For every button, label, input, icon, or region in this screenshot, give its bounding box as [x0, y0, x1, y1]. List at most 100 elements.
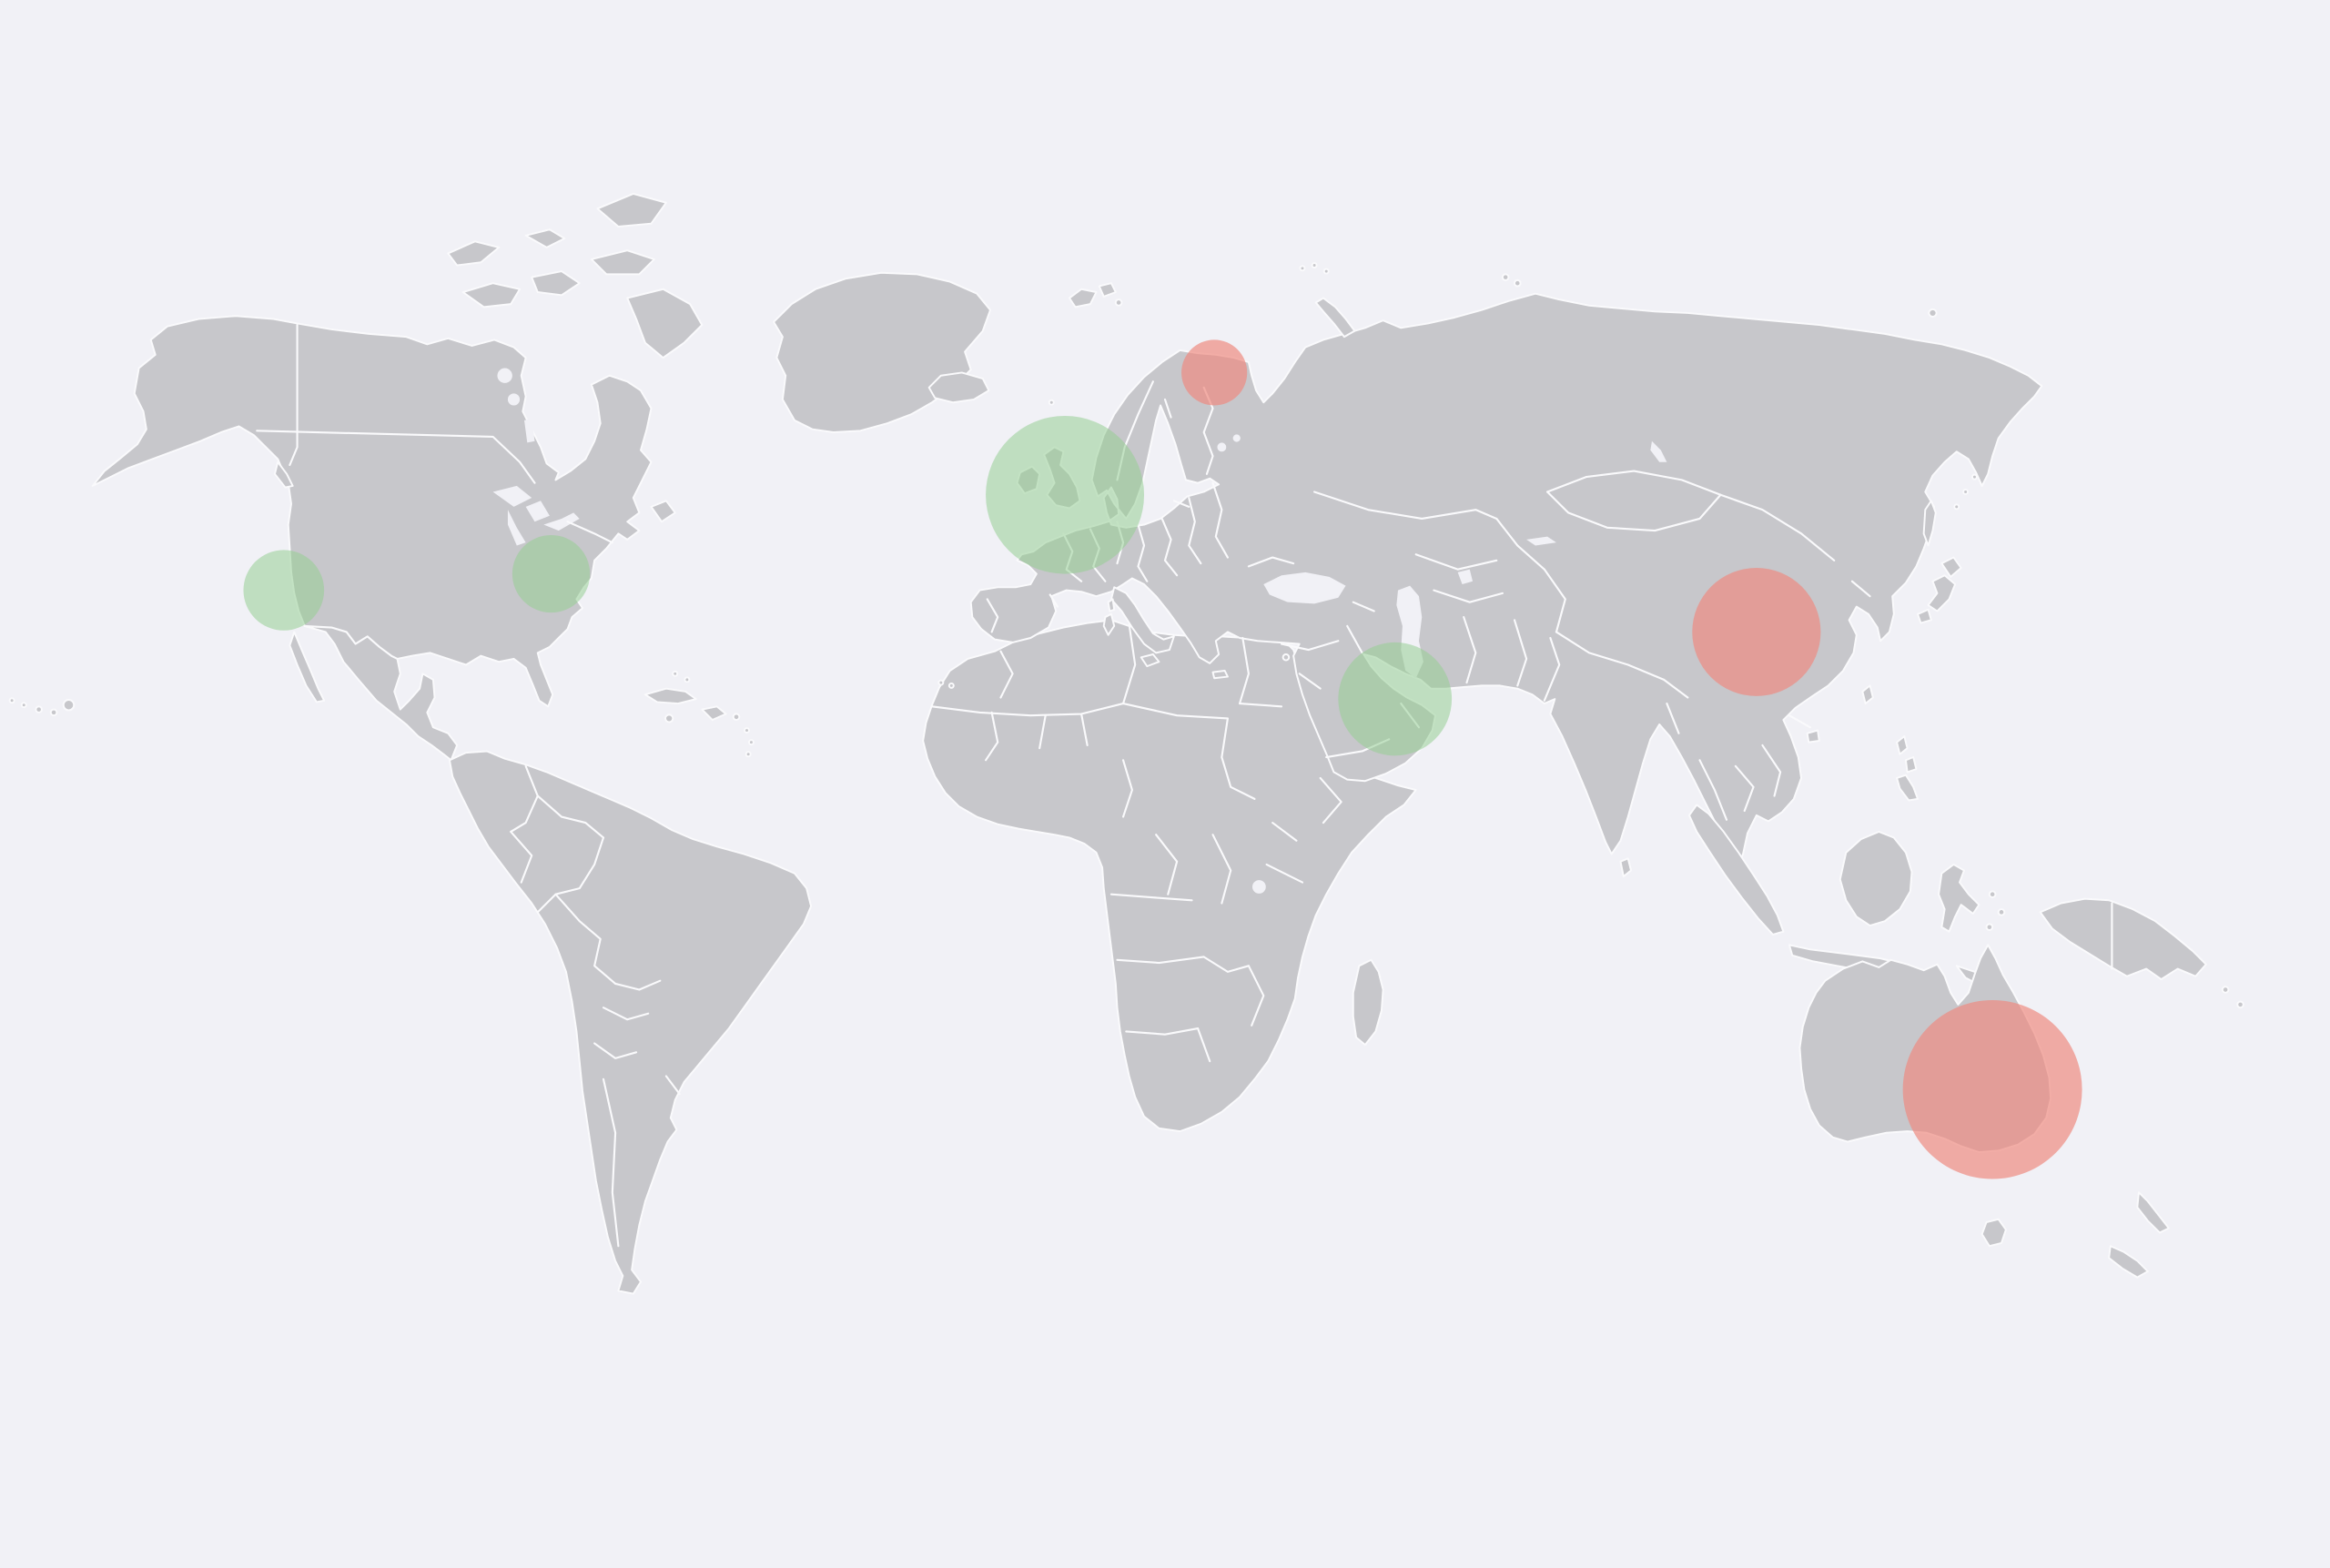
aral-sea [1457, 569, 1474, 585]
landmass-sicily [1140, 653, 1160, 668]
marker-us-west-coast[interactable] [243, 550, 325, 631]
landmass-solomon-islands [2221, 986, 2244, 1009]
country-border [1313, 491, 1498, 521]
country-border [1719, 493, 1836, 561]
landmass-taiwan [1861, 684, 1874, 705]
lake-great-bear [497, 368, 512, 383]
landmass-ellesmere-island [596, 192, 667, 228]
country-border [554, 893, 617, 986]
lake-erie-ontario [543, 512, 580, 531]
country-border [1121, 759, 1133, 818]
country-border [602, 1007, 650, 1021]
country-border [1513, 619, 1528, 687]
landmass-severnaya-zemlya [1501, 273, 1522, 288]
country-border [1463, 615, 1477, 684]
landmass-hispaniola [701, 705, 727, 722]
country-border [1271, 822, 1298, 842]
country-border [1265, 863, 1304, 884]
country-border [1197, 1027, 1211, 1063]
country-border [536, 794, 605, 839]
country-border [1734, 764, 1755, 813]
marker-central-china[interactable] [1692, 568, 1821, 696]
marker-arabian-gulf[interactable] [1338, 642, 1453, 756]
country-border [1546, 491, 1722, 532]
country-border [664, 1075, 681, 1096]
country-border [1116, 956, 1205, 965]
country-border [1495, 517, 1545, 571]
country-border [256, 430, 536, 484]
landmass-puerto-rico [732, 713, 741, 722]
marker-western-europe[interactable] [986, 415, 1145, 574]
country-border [1109, 893, 1193, 902]
country-border [1121, 623, 1137, 705]
marker-southeast-australia[interactable] [1902, 999, 2082, 1179]
country-border [1125, 1027, 1200, 1036]
country-border [536, 836, 605, 914]
country-border [1666, 702, 1680, 734]
country-border [1280, 640, 1340, 652]
landmass-canary-islands [937, 679, 955, 689]
lake-ladoga [1217, 442, 1227, 452]
landmass-madagascar [1352, 958, 1384, 1047]
landmass-svalbard [1068, 282, 1123, 309]
landmass-novaya-zemlya [1314, 297, 1356, 339]
country-border [303, 624, 399, 660]
country-border [1543, 568, 1566, 633]
country-border [1319, 776, 1342, 824]
lake-superior [492, 485, 532, 507]
landmass-new-zealand-south [2108, 1245, 2149, 1279]
country-border [1202, 956, 1250, 973]
landmass-new-zealand-north [2136, 1191, 2170, 1234]
country-border [1543, 636, 1561, 702]
country-border [566, 521, 613, 544]
lake-victoria [1252, 880, 1266, 894]
lake-huron [525, 501, 550, 522]
landmass-cyprus [1282, 653, 1291, 662]
landmass-arctic-island [447, 240, 501, 267]
lake-baikal [1650, 440, 1667, 462]
landmass-arctic-island [590, 249, 655, 276]
marker-us-east-coast[interactable] [512, 534, 591, 613]
landmass-baffin-island [626, 288, 704, 359]
landmass-newfoundland [650, 500, 676, 523]
landmass-vancouver-island [273, 460, 294, 489]
country-border [1352, 601, 1375, 612]
country-border [1761, 744, 1782, 797]
landmass-new-guinea [2039, 897, 2207, 981]
country-border [614, 979, 662, 991]
country-border [1160, 517, 1179, 577]
landmass-corsica [1107, 598, 1116, 612]
landmass-baja-california [289, 631, 326, 703]
landmass-sumatra [1688, 804, 1785, 936]
markers-layer [243, 339, 2082, 1179]
country-border [1414, 553, 1498, 571]
country-border [1211, 834, 1232, 905]
landmass-borneo [1839, 830, 1913, 927]
landmass-italy [1109, 586, 1175, 654]
country-border [1080, 713, 1089, 746]
landmass-wrangel-island [1928, 308, 1938, 319]
country-border [1850, 580, 1871, 598]
country-border [999, 650, 1014, 699]
lake-onega [1232, 434, 1241, 442]
country-border [1247, 556, 1295, 568]
landmass-arctic-island [524, 228, 566, 248]
landmass-philippines [1896, 735, 1920, 802]
marker-northern-scandinavia[interactable] [1181, 339, 1248, 406]
landmass-arctic-island [461, 282, 522, 309]
black-sea [1263, 572, 1346, 604]
landmass-sulawesi [1938, 863, 1980, 933]
landmass-faroe [1048, 399, 1055, 406]
country-border [1555, 631, 1689, 699]
country-border [510, 764, 539, 833]
landmass-sri-lanka [1619, 857, 1632, 878]
country-border [1298, 673, 1322, 690]
country-border [1038, 714, 1047, 750]
landmass-sardinia [1102, 612, 1116, 636]
country-border [1238, 636, 1250, 705]
country-border [289, 323, 299, 467]
landmass-hawaii [8, 697, 76, 717]
lake-winnipeg [524, 419, 535, 443]
country-border [1155, 834, 1179, 895]
country-border [1433, 589, 1504, 603]
